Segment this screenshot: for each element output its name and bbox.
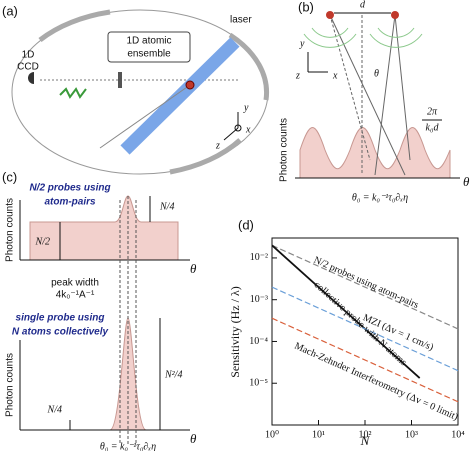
y-tick-label: 10⁻³ [250,294,268,305]
panel-a: (a) 1D CCD 1D atomic ensemble laser y z … [2,3,270,175]
panel-label: (a) [2,3,18,18]
panel-c: (c) N/2 probes using atom-pairs N/4 N/2 … [2,169,197,451]
atom [391,11,399,19]
distance-label: d [360,0,366,10]
wavefront [303,27,423,48]
height-label: N²/4 [164,369,182,380]
y-tick-label: 10⁻⁴ [249,336,268,347]
ensemble-label: ensemble [127,49,171,60]
x-tick-label: 10² [359,429,372,440]
y-axis-label: Photon counts [5,198,16,262]
laser-label: laser [230,15,252,26]
probe-title: N atoms collectively [12,327,109,338]
axis-label: x [332,70,338,81]
period-label: 2π [427,106,438,117]
theta0-label: θ₀ = k₀⁻¹τ₀∂ₓη [352,192,408,203]
probe-title: atom-pairs [44,197,96,208]
photon [59,87,87,99]
ccd-label: 1D [22,50,35,61]
line [271,286,459,372]
x-tick-label: 10⁰ [265,429,279,440]
theta0-label: θ₀ = k₀⁻¹τ₀∂ₓη [100,441,156,451]
panel-d: (d) N Sensitivity (Hz / λ) 10⁰ 10¹ 10² 10³ 1… [228,217,466,448]
x-axis-label: θ [190,261,197,276]
ray [394,14,411,161]
theta-label: θ [374,68,379,79]
ccd-label: CCD [17,62,39,73]
height-label: N/4 [47,404,62,415]
x-axis-label: θ [190,431,197,446]
lens [118,72,122,88]
width-label: peak width [51,278,99,289]
x-tick-label: 10¹ [312,429,325,440]
annotation: Mach-Zehnder Interferometry (Δv = 0 limi… [293,341,460,423]
x-axis-label: N [360,433,371,448]
period-label: k₀d [426,122,440,133]
panel-label: (b) [298,0,314,14]
height-label: N/2 [35,236,50,247]
laser-beam [120,37,240,155]
ray [374,14,396,176]
ensemble-label: 1D atomic [126,36,171,47]
axis-label: x [245,124,251,135]
atom [326,11,334,19]
mirror [169,138,242,175]
line [271,244,459,330]
interference-pattern [299,127,451,179]
axis-label: z [215,140,220,151]
axis-label: y [243,102,249,113]
panel-b: (b) d y z x θ 2π k₀d Photon counts θ θ₀ … [279,0,470,203]
x-axis-label: θ [463,174,470,189]
probe-title: single probe using [16,313,105,324]
axis-dot [234,124,242,132]
annotation: N/2 probes using atom-pairs [312,255,420,311]
atom [185,80,195,90]
height-label: N/4 [159,201,174,212]
detector [28,72,34,84]
probe-title: N/2 probes using [29,183,110,194]
ray [99,84,191,149]
mirror [38,9,111,42]
ensemble-box [107,31,191,63]
panel-label: (c) [2,169,17,184]
axis-label: z [295,70,300,81]
axis-label: y [299,38,305,49]
y-axis-label: Photon counts [5,353,16,417]
y-axis-label: Photon counts [279,118,290,182]
mirror [228,32,270,101]
ray [329,14,406,176]
x-tick-label: 10³ [405,429,418,440]
y-tick-label: 10⁻² [250,252,268,263]
line [271,317,459,403]
x-tick-label: 10⁴ [451,429,465,440]
line [271,244,421,379]
panel-label: (d) [238,217,254,232]
width-label: 4k₀⁻¹A⁻¹ [56,290,95,301]
ray [329,14,371,161]
y-tick-label: 10⁻⁵ [249,378,268,389]
y-axis-label: Sensitivity (Hz / λ) [228,286,242,377]
